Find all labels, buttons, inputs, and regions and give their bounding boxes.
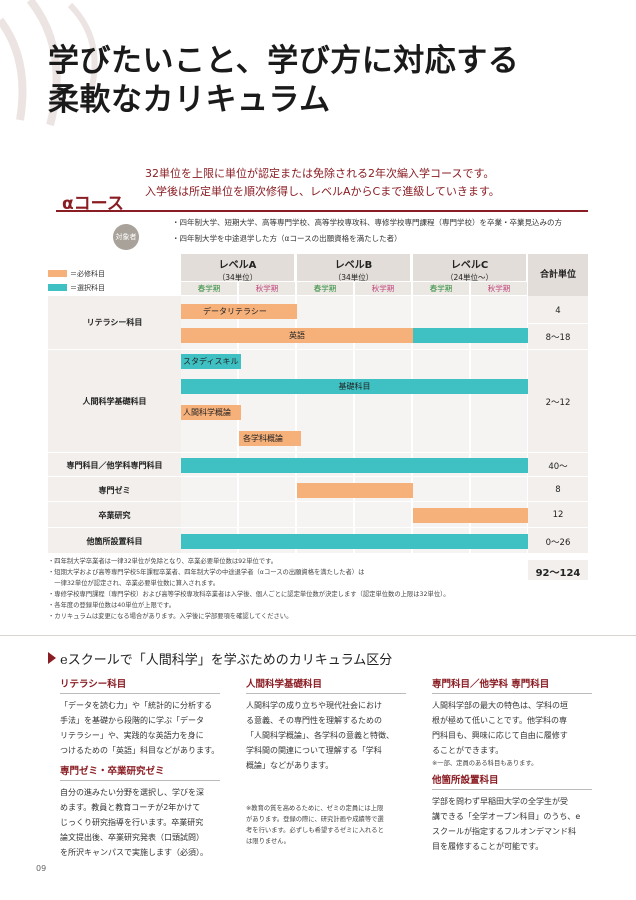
block-note: ※一部、定員のある科目もあります。 [432,760,538,767]
row-label-human-basic: 人間科学基礎科目 [82,397,147,406]
block-heading: リテラシー科目 [60,679,127,690]
bar-english: 英語 [181,328,413,343]
section-triangle-icon [48,652,56,664]
row-label-specialized: 専門科目／他学科専門科目 [66,461,163,470]
term-header: 春学期 [413,282,469,295]
target-item: ・四年制大学、短期大学、高等専門学校、高等学校専攻科、専修学校専門課程（専門学校… [172,218,562,227]
legend-optional-label: ＝選択科目 [70,283,105,292]
note-line: 一律32単位が認定され、卒業必要単位数に算入されます。 [48,580,220,587]
total-column [528,254,588,553]
block-body: 人間科学部の最大の特色は、学科の垣 根が極めて低いことです。他学科の専 門科目も… [432,701,568,755]
total-seminar: 8 [555,485,561,495]
row-label-thesis: 卒業研究 [98,511,131,520]
total-human-basic: 2〜12 [545,398,571,408]
row-label-seminar: 専門ゼミ [98,486,131,495]
block-heading: 専門ゼミ・卒業研究ゼミ [60,766,165,777]
seminar-capacity-note: ※教育の質を高めるために、ゼミの定員には上限 があります。登録の際に、研究計画や… [246,805,384,845]
block-heading: 他箇所設置科目 [432,775,499,786]
course-divider [56,210,588,212]
course-lead-text: 32単位を上限に単位が認定または免除される2年次編入学コースです。 入学後は所定… [145,167,500,198]
block-seminar: 専門ゼミ・卒業研究ゼミ 自分の進みたい分野を選択し、学びを深 めます。教員と教育… [60,763,220,860]
block-body: 学部を問わず早稲田大学の全学生が受 講できる「全学オープン科目」のうち、e スク… [432,797,581,851]
target-badge: 対象者 [113,224,139,250]
legend-optional-swatch [48,284,67,291]
section-divider [0,635,636,636]
grand-total: 92〜124 [535,568,581,579]
bar-specialized [181,458,528,473]
bar-department-intro: 各学科概論 [239,431,301,446]
bar-human-science-intro: 人間科学概論 [181,405,241,420]
block-heading: 専門科目／他学科 専門科目 [432,679,550,690]
note-line: ・専修学校専門課程（専門学校）および高等学校専攻科卒業者は入学後、個人ごとに認定… [48,591,450,598]
block-heading: 人間科学基礎科目 [246,679,323,690]
level-a-header: レベルA （34単位） [181,254,294,282]
term-header: 秋学期 [355,282,411,295]
block-body: 「データを読む力」や「統計的に分析する 手法」を基礎から段階的に学ぶ「データ リ… [60,701,220,755]
total-header: 合計単位 [528,254,588,296]
total-thesis: 12 [552,510,564,520]
note-line: ・四年制大学卒業者は一律32単位が免除となり、卒業必要単位数は92単位です。 [48,558,278,565]
grand-total-cell [528,560,588,580]
legend-required-label: ＝必修科目 [70,269,105,278]
legend-required-swatch [48,270,67,277]
bar-thesis [413,508,528,523]
block-body: 人間科学の成り立ちや現代社会におけ る意義、その専門性を理解するための 「人間科… [246,701,394,770]
course-name: αコース [62,194,124,214]
level-c-header: レベルC （24単位〜） [413,254,526,282]
section-title: eスクールで「人間科学」を学ぶためのカリキュラム区分 [60,653,393,668]
level-b-header: レベルB （34単位） [297,254,410,282]
total-other: 0〜26 [545,538,571,548]
term-header: 秋学期 [471,282,527,295]
note-line: ・カリキュラムは変更になる場合があります。入学後に学部要項を確認してください。 [48,613,293,620]
block-literacy: リテラシー科目 「データを読む力」や「統計的に分析する 手法」を基礎から段階的に… [60,676,220,758]
page-title: 学びたいこと、学び方に対応する 柔軟なカリキュラム [48,43,520,118]
block-body: 自分の進みたい分野を選択し、学びを深 めます。教員と教育コーチが2年かけて じっ… [60,788,208,857]
block-human-basic: 人間科学基礎科目 人間科学の成り立ちや現代社会におけ る意義、その専門性を理解す… [246,676,406,773]
term-header: 春学期 [181,282,237,295]
decorative-watermark-graphic [0,0,98,127]
curriculum-table: レベルA （34単位） レベルB （34単位） レベルC （24単位〜） 春学期 秋学… [48,254,588,553]
block-specialized: 専門科目／他学科 専門科目 人間科学部の最大の特色は、学科の垣 根が極めて低いこ… [432,676,592,769]
target-item: ・四年制大学を中途退学した方（αコースの出願資格を満たした者） [172,234,402,243]
term-header: 秋学期 [239,282,295,295]
bar-other [181,534,528,549]
legend: ＝必修科目 ＝選択科目 [48,268,105,296]
table-notes: ・四年制大学卒業者は一律32単位が免除となり、卒業必要単位数は92単位です。 ・… [48,556,478,622]
bar-seminar [297,483,413,498]
row-label-column [48,296,181,553]
page-number: 09 [36,864,47,873]
term-header: 春学期 [297,282,353,295]
block-other: 他箇所設置科目 学部を問わず早稲田大学の全学生が受 講できる「全学オープン科目」… [432,772,592,854]
bar-english-optional [413,328,528,343]
bar-study-skill: スタディスキル [181,354,241,369]
target-list: ・四年制大学、短期大学、高等専門学校、高等学校専攻科、専修学校専門課程（専門学校… [172,215,562,247]
total-english: 8〜18 [545,333,571,343]
total-specialized: 40〜 [548,462,568,472]
note-line: ・各年度の登録単位数は40単位が上限です。 [48,602,176,609]
bar-data-literacy: データリテラシー [181,304,297,319]
total-data-literacy: 4 [555,306,561,316]
row-label-other: 他箇所設置科目 [86,537,143,546]
note-line: ・短期大学および高等専門学校5年課程卒業者、四年制大学の中途退学者（αコースの出… [48,569,365,576]
row-label-literacy: リテラシー科目 [86,318,143,327]
bar-basic-subjects: 基礎科目 [181,379,528,394]
